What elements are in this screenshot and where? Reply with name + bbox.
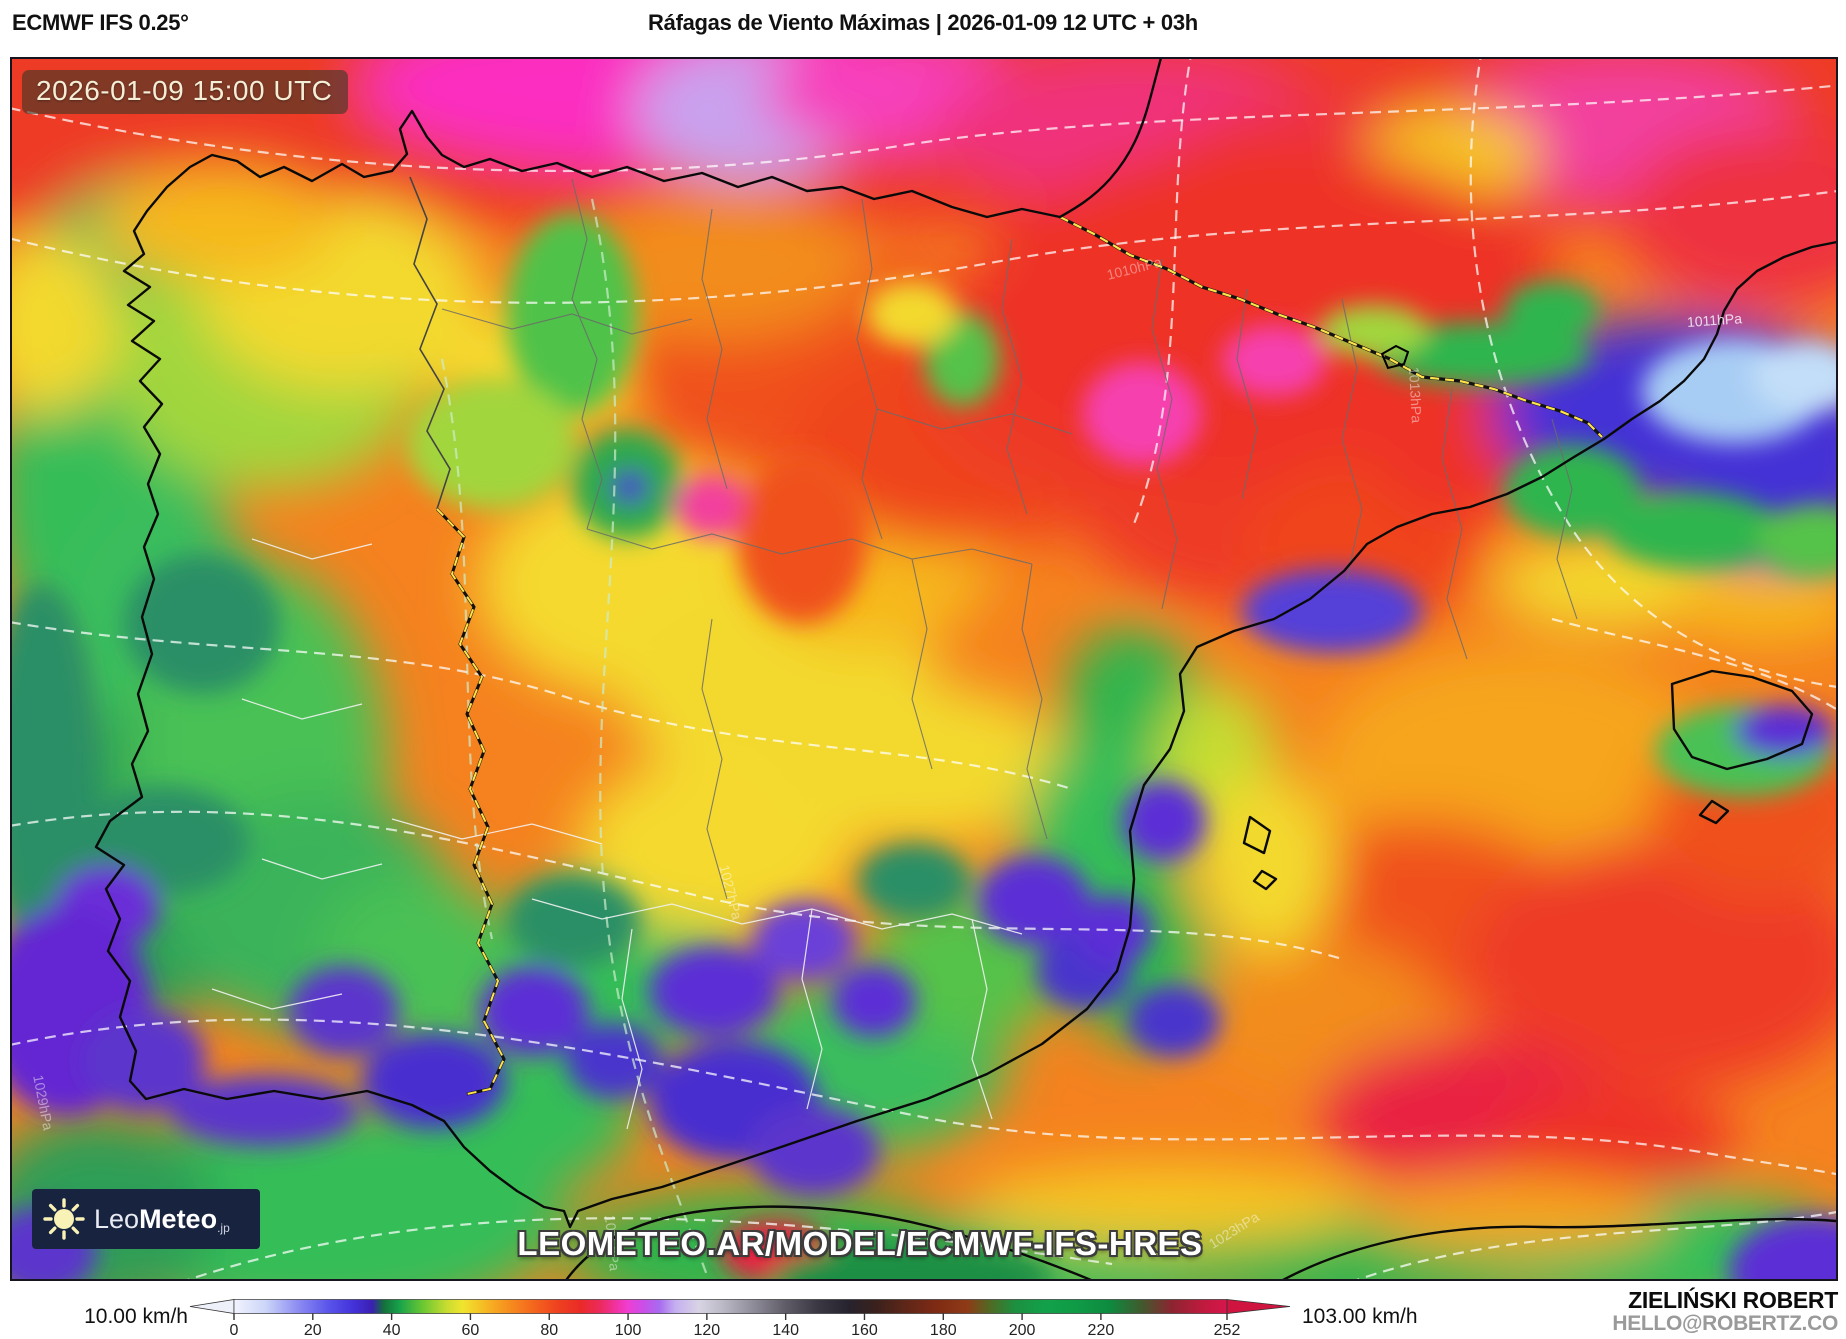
- svg-text:252: 252: [1214, 1322, 1241, 1339]
- logo-text: LeoMeteo.jp: [94, 1203, 230, 1235]
- svg-text:0: 0: [230, 1322, 239, 1339]
- author-email: HELLO@ROBERTZ.CO: [1612, 1311, 1838, 1335]
- legend-min-label: 10.00 km/h: [84, 1305, 188, 1328]
- coastline: [94, 59, 1836, 1279]
- svg-text:140: 140: [772, 1322, 799, 1339]
- svg-text:80: 80: [540, 1322, 558, 1339]
- wind-field-detail-blobs: [12, 214, 1836, 1279]
- legend-max-label: 103.00 km/h: [1302, 1305, 1418, 1328]
- model-label: ECMWF IFS 0.25°: [12, 10, 189, 35]
- svg-text:40: 40: [383, 1322, 401, 1339]
- page-title: Ráfagas de Viento Máximas | 2026-01-09 1…: [648, 10, 1198, 35]
- svg-text:100: 100: [615, 1322, 642, 1339]
- author-name: ZIELIŃSKI ROBERT: [1628, 1287, 1838, 1313]
- svg-text:160: 160: [851, 1322, 878, 1339]
- isobar-label: 1013hPa: [1406, 366, 1425, 424]
- svg-text:20: 20: [304, 1322, 322, 1339]
- wind-gust-map: 2026-01-09 15:00 UTC 1011hPa 1013hPa 1010h…: [10, 57, 1838, 1281]
- country-borders: [409, 176, 1604, 1096]
- legend-ticks: 0 20 40 60 80 100 120 140 160 180 200 220 252: [230, 1313, 1241, 1339]
- leometeo-logo: LeoMeteo.jp: [32, 1189, 260, 1249]
- svg-text:200: 200: [1009, 1322, 1036, 1339]
- sun-icon: [43, 1198, 85, 1240]
- svg-text:60: 60: [462, 1322, 480, 1339]
- svg-text:180: 180: [930, 1322, 957, 1339]
- svg-text:120: 120: [694, 1322, 721, 1339]
- province-borders-light: [211, 538, 1023, 1130]
- svg-text:220: 220: [1088, 1322, 1115, 1339]
- credits: ZIELIŃSKI ROBERT HELLO@ROBERTZ.CO: [1612, 1288, 1838, 1336]
- wind-field-graphic: [12, 59, 1836, 1279]
- site-watermark: LEOMETEO.AR/MODEL/ECMWF-IFS-HRES: [517, 1225, 1203, 1262]
- province-borders: [441, 178, 1578, 900]
- timestamp-badge: 2026-01-09 15:00 UTC: [22, 70, 349, 114]
- isobar-lines: [12, 59, 1836, 1279]
- legend-colorbar: 0 20 40 60 80 100 120 140 160 180 200 220 252: [189, 1299, 1291, 1339]
